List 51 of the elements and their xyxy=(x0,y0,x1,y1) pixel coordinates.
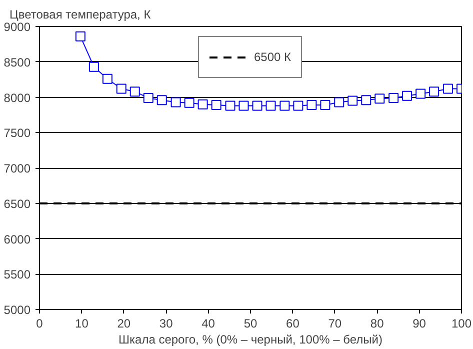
x-tick-label: 60 xyxy=(286,316,300,330)
x-tick-label: 80 xyxy=(370,316,384,330)
y-tick-label: 5500 xyxy=(4,268,31,282)
y-tick-label: 6500 xyxy=(4,196,31,211)
x-tick-label: 100 xyxy=(451,316,472,330)
y-tick-label: 7000 xyxy=(4,162,31,176)
x-tick-label: 30 xyxy=(159,316,174,330)
y-tick-label: 6000 xyxy=(4,232,31,246)
point xyxy=(143,92,154,103)
point xyxy=(416,88,426,99)
y-tick-label: 5000 xyxy=(4,303,31,317)
point xyxy=(211,100,222,110)
point xyxy=(116,84,126,94)
point xyxy=(238,100,249,111)
point xyxy=(334,97,344,108)
point xyxy=(198,99,208,110)
point xyxy=(266,100,276,111)
point xyxy=(156,95,167,106)
point xyxy=(320,100,330,110)
y-tick-label: 9000 xyxy=(4,20,31,34)
point xyxy=(429,86,440,97)
point xyxy=(293,100,304,111)
point xyxy=(280,100,290,111)
x-tick-label: 40 xyxy=(202,316,216,330)
legend-label: 6500 К xyxy=(254,50,292,64)
point xyxy=(361,95,372,106)
point xyxy=(306,100,317,110)
x-axis-title: Шкала серого, % (0% – черный, 100% – белый) xyxy=(118,332,382,346)
point xyxy=(348,96,358,106)
point xyxy=(252,100,262,111)
point xyxy=(88,62,99,72)
point xyxy=(75,31,86,42)
y-tick-label: 8500 xyxy=(4,55,31,70)
point xyxy=(442,84,453,94)
x-tick-label: 0 xyxy=(36,316,44,330)
x-tick-label: 90 xyxy=(412,316,426,330)
x-tick-label: 70 xyxy=(328,316,342,330)
point xyxy=(374,94,385,104)
point xyxy=(225,100,236,111)
point xyxy=(170,97,181,108)
x-tick-label: 10 xyxy=(75,316,89,330)
x-tick-label: 20 xyxy=(117,316,131,330)
point xyxy=(388,92,399,103)
point xyxy=(130,86,140,97)
y-axis-title: Цветовая температура, К xyxy=(10,8,151,22)
y-tick-label: 7500 xyxy=(4,126,31,140)
x-tick-label: 50 xyxy=(244,316,258,330)
y-tick-label: 8000 xyxy=(4,90,31,105)
point xyxy=(402,90,412,101)
point xyxy=(184,98,194,108)
point xyxy=(102,74,112,84)
